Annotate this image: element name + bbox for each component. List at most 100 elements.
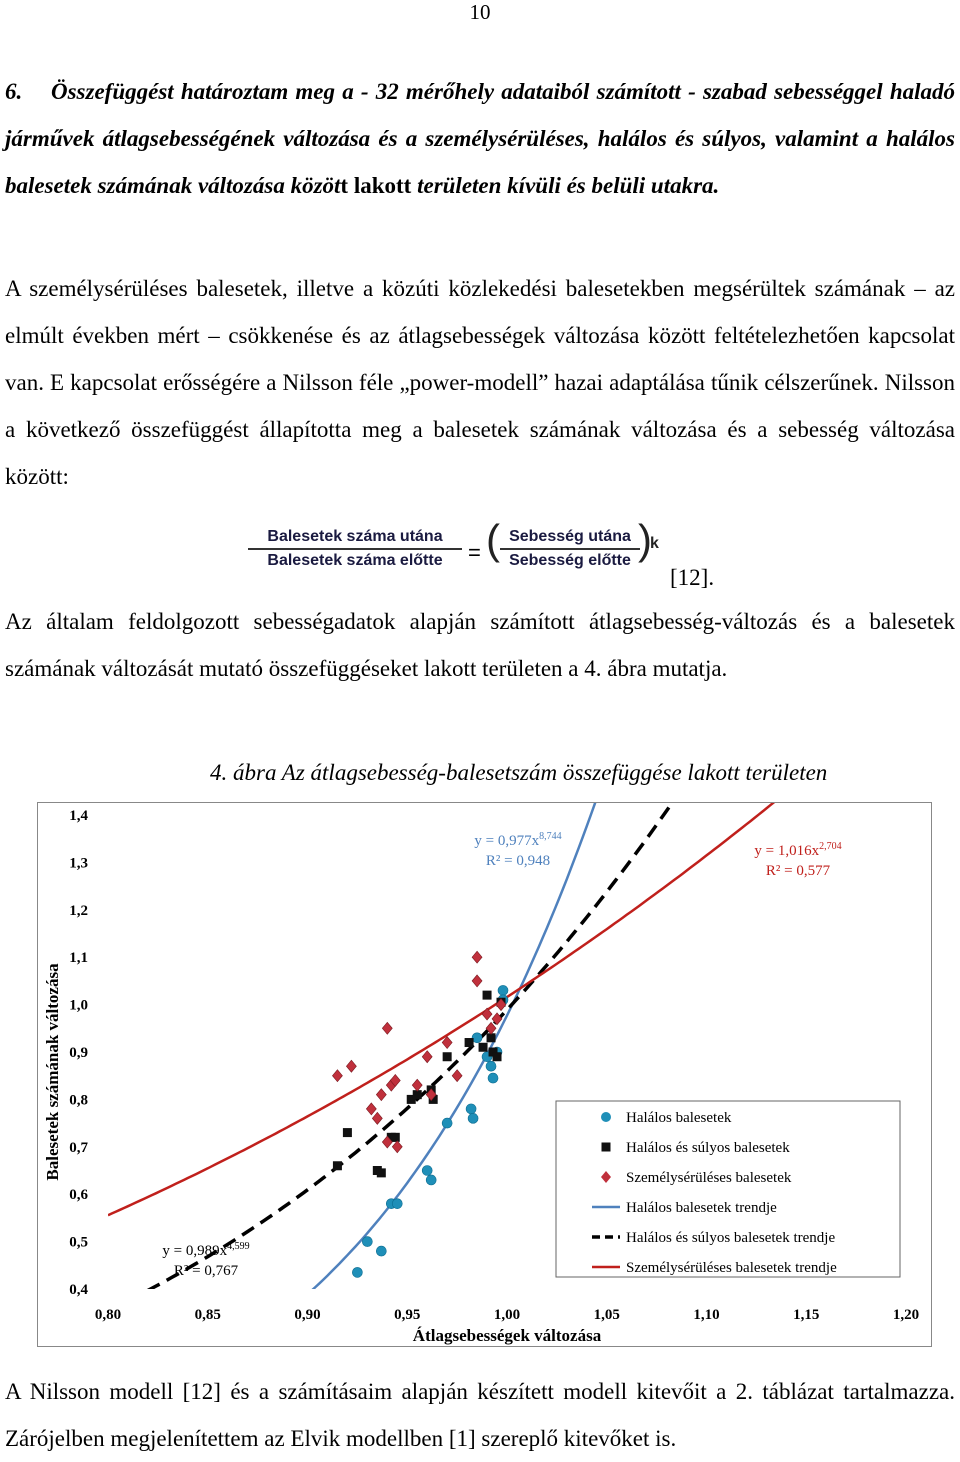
y-tick-label: 1,2 (69, 903, 88, 919)
y-tick-label: 0,4 (69, 1282, 88, 1298)
data-point-square (412, 1090, 422, 1100)
x-tick-label: 1,10 (693, 1307, 719, 1323)
data-point-diamond (425, 1088, 437, 1102)
formula-left-fraction: Balesetek száma utána Balesetek száma el… (248, 528, 462, 570)
data-point-circle (471, 1032, 483, 1044)
legend-label: Halálos balesetek (626, 1110, 732, 1126)
y-tick-label: 1,1 (69, 950, 88, 966)
formula-right-fraction: Sebesség utána Sebesség előtte (500, 528, 640, 570)
section-heading: 6. Összefüggést határoztam meg a - 32 mé… (5, 68, 955, 209)
data-point-diamond (471, 950, 483, 964)
y-axis-label: Balesetek számának változása (43, 963, 62, 1181)
data-point-square (482, 990, 492, 1000)
x-tick-label: 1,00 (494, 1307, 520, 1323)
formula-left-numerator: Balesetek száma utána (248, 528, 462, 550)
data-point-square (390, 1132, 400, 1142)
trendline-equation: y = 1,016x2,704 (754, 841, 841, 859)
data-point-square (428, 1094, 438, 1104)
data-point-circle (497, 985, 509, 996)
data-point-circle (467, 1113, 479, 1124)
formula-left-denominator: Balesetek száma előtte (267, 552, 443, 569)
data-point-circle (485, 1060, 497, 1072)
y-tick-label: 0,8 (69, 1092, 88, 1108)
data-point-circle (391, 1198, 403, 1209)
trendline-r2: R² = 0,577 (766, 863, 831, 879)
data-point-diamond (471, 974, 483, 988)
data-point-diamond (381, 1135, 393, 1149)
x-tick-label: 0,95 (394, 1307, 420, 1323)
page-number: 10 (469, 0, 491, 24)
data-point-diamond (481, 1007, 493, 1021)
heading-text: Összefüggést határoztam meg a - 32 mérőh… (5, 79, 956, 198)
trendline-r2: R² = 0,948 (486, 853, 550, 869)
x-tick-label: 1,20 (893, 1307, 919, 1323)
data-point-diamond (371, 1111, 383, 1125)
y-tick-label: 1,3 (69, 855, 88, 871)
data-point-diamond (495, 998, 507, 1012)
data-point-diamond (391, 1140, 403, 1154)
data-point-circle (487, 1072, 499, 1084)
legend-marker-square (601, 1142, 611, 1152)
data-point-diamond (491, 1012, 503, 1026)
data-point-diamond (381, 1021, 393, 1035)
data-point-square (442, 1052, 452, 1062)
data-point-diamond (451, 1069, 463, 1083)
y-tick-label: 0,7 (69, 1140, 88, 1156)
formula-citation: [12]. (670, 565, 715, 590)
y-tick-label: 0,5 (69, 1235, 88, 1251)
x-tick-label: 0,80 (95, 1307, 121, 1323)
x-tick-label: 0,85 (195, 1307, 221, 1323)
x-axis-label: Átlagsebességek változása (413, 1326, 602, 1345)
heading-tail: t lakott (340, 173, 412, 198)
legend-marker-circle (601, 1112, 611, 1122)
data-point-square (332, 1161, 342, 1171)
y-tick-label: 0,9 (69, 1045, 88, 1061)
trendline (311, 803, 597, 1289)
data-point-diamond (365, 1102, 377, 1116)
formula-open-paren: ( (486, 516, 500, 563)
scatter-chart: 0,4 0,5 0,6 0,7 0,8 0,9 1,0 1,1 1,2 1,3 1,4 0,80 0,8… (37, 802, 932, 1347)
data-point-circle (352, 1267, 363, 1278)
y-tick-label: 0,6 (69, 1187, 88, 1203)
paragraph-3: A Nilsson modell [12] és a számításaim a… (5, 1379, 955, 1451)
formula-equals: = (468, 540, 481, 565)
legend-label: Halálos balesetek trendje (626, 1200, 777, 1216)
figure-caption: 4. ábra Az átlagsebesség-balesetszám öss… (210, 760, 828, 785)
paragraph-2: Az általam feldolgozott sebességadatok a… (5, 609, 955, 681)
x-tick-label: 0,90 (294, 1307, 320, 1323)
y-tick-label: 1,0 (69, 998, 88, 1014)
nilsson-formula: Balesetek száma utána Balesetek száma el… (248, 516, 678, 592)
paragraph-1: A személysérüléses balesetek, illetve a … (5, 276, 955, 489)
data-point-square (478, 1042, 488, 1052)
chart-svg: 0,4 0,5 0,6 0,7 0,8 0,9 1,0 1,1 1,2 1,3 1,4 0,80 0,8… (43, 803, 919, 1345)
trendline-equation: y = 0,977x8,744 (474, 831, 561, 849)
data-point-diamond (389, 1073, 401, 1087)
formula-close-paren: ) (638, 516, 652, 563)
data-point-circle (421, 1165, 433, 1176)
data-point-square (342, 1128, 352, 1138)
data-point-diamond (411, 1078, 423, 1092)
legend-label: Halálos és súlyos balesetek trendje (626, 1230, 835, 1246)
x-tick-label: 1,15 (793, 1307, 819, 1323)
trendline-r2: R² = 0,767 (174, 1263, 239, 1279)
formula-exponent: k (650, 535, 659, 552)
legend-box (555, 1100, 901, 1278)
data-point-square (488, 1047, 498, 1057)
legend-label: Halálos és súlyos balesetek (626, 1140, 790, 1156)
data-point-diamond (421, 1050, 433, 1064)
heading-number: 6. (5, 79, 23, 104)
data-point-diamond (345, 1059, 357, 1073)
x-tick-label: 1,05 (594, 1307, 620, 1323)
data-point-circle (362, 1236, 373, 1247)
data-point-square (486, 1033, 496, 1043)
data-point-circle (376, 1245, 387, 1257)
heading-text-2: területen kívüli és belüli utakra. (417, 173, 720, 198)
data-point-square (406, 1094, 416, 1104)
data-point-square (464, 1038, 474, 1048)
legend-marker-diamond (601, 1171, 611, 1183)
data-point-square (492, 1052, 502, 1062)
formula-right-denominator: Sebesség előtte (509, 552, 631, 569)
data-point-diamond (485, 1021, 497, 1035)
data-point-diamond (332, 1069, 343, 1083)
y-tick-label: 1,4 (69, 808, 88, 824)
